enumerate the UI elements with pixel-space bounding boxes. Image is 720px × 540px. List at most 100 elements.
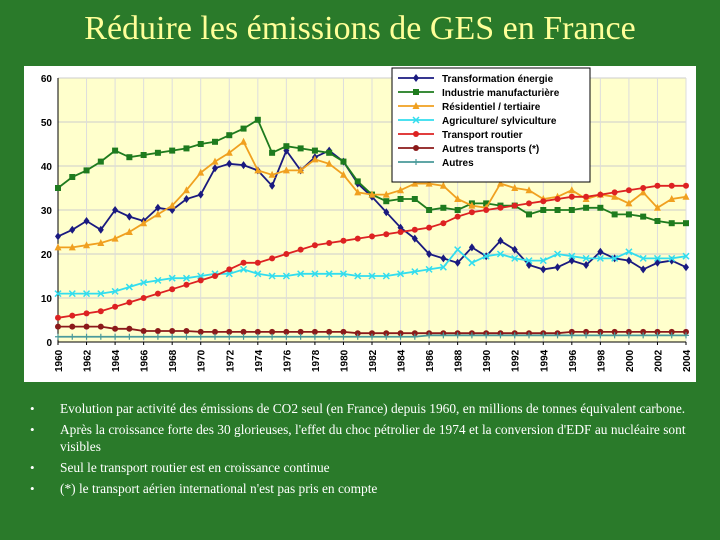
legend-label: Industrie manufacturière [442, 88, 560, 99]
data-point [611, 189, 618, 196]
data-point [411, 330, 418, 337]
data-point [625, 256, 632, 265]
data-point [254, 270, 262, 278]
bullet-item: • Seul le transport routier est en croiss… [28, 459, 688, 476]
data-point [97, 158, 104, 165]
data-point [212, 273, 218, 279]
data-point [683, 328, 689, 335]
data-point [154, 290, 161, 297]
data-point [297, 328, 304, 335]
data-point [154, 149, 161, 156]
legend-swatch-marker [413, 131, 419, 137]
data-point [97, 290, 105, 298]
x-tick-label: 2000 [625, 349, 636, 372]
bullet-text: Evolution par activité des émissions de … [60, 401, 686, 416]
data-point [654, 332, 661, 339]
data-point [511, 184, 519, 191]
data-point [583, 328, 590, 335]
data-point [354, 235, 361, 242]
data-point [83, 310, 90, 317]
data-point [369, 233, 375, 240]
data-point [468, 209, 475, 216]
legend-label: Autres transports (*) [442, 144, 539, 155]
data-point [597, 332, 604, 339]
data-point [683, 332, 689, 339]
data-point [568, 332, 575, 339]
data-point [540, 265, 547, 274]
data-point [454, 195, 462, 202]
data-point [197, 141, 204, 147]
data-point [283, 143, 290, 150]
data-point [496, 179, 504, 187]
data-point [583, 193, 590, 200]
data-point [283, 251, 290, 257]
data-point [311, 333, 318, 340]
data-point [411, 196, 418, 202]
data-point [97, 225, 104, 234]
x-tick-label: 1994 [539, 349, 550, 372]
data-point [568, 207, 575, 213]
data-point [568, 252, 576, 260]
data-point [254, 259, 261, 266]
data-point [240, 265, 248, 273]
x-tick-label: 1968 [168, 349, 179, 372]
data-point [125, 283, 133, 291]
x-tick-label: 1984 [397, 349, 408, 372]
data-point [426, 224, 433, 231]
data-point [383, 208, 390, 217]
data-point [383, 231, 390, 238]
data-point [426, 207, 433, 213]
data-point [282, 166, 290, 174]
data-point [625, 332, 632, 339]
data-point [297, 246, 304, 253]
data-point [525, 186, 533, 194]
data-point [55, 333, 61, 340]
data-point [154, 210, 162, 218]
data-point [411, 268, 419, 276]
data-point [226, 328, 233, 335]
data-point [425, 179, 433, 187]
data-point [269, 328, 276, 335]
data-point [411, 179, 419, 187]
data-point [653, 254, 661, 262]
data-point [426, 250, 433, 258]
data-point [97, 239, 105, 246]
legend-swatch-marker [413, 145, 419, 151]
data-point [526, 200, 532, 207]
x-tick-label: 1988 [454, 349, 465, 372]
data-point [297, 166, 305, 174]
data-point [496, 250, 504, 258]
data-point [269, 255, 276, 262]
data-point [525, 257, 533, 265]
data-point [354, 188, 362, 196]
data-point [668, 254, 676, 262]
data-point [526, 211, 532, 218]
x-tick-label: 1996 [568, 349, 579, 372]
data-point [497, 236, 504, 245]
data-point [640, 265, 647, 274]
data-point [183, 195, 190, 203]
data-point [497, 204, 504, 211]
data-point [625, 199, 633, 207]
data-point [140, 219, 148, 227]
data-point [597, 247, 604, 256]
x-tick-label: 1960 [54, 349, 65, 372]
legend-label: Transformation énergie [442, 74, 554, 85]
data-point [154, 276, 162, 284]
data-point [283, 328, 290, 335]
data-point [54, 290, 62, 298]
data-point [383, 330, 390, 337]
legend-swatch-marker [412, 102, 420, 109]
data-point [197, 277, 204, 284]
data-point [654, 258, 661, 267]
data-point [69, 312, 76, 319]
data-point [325, 270, 333, 278]
data-point [268, 272, 276, 280]
series-layer [54, 116, 690, 340]
x-tick-label: 1966 [140, 349, 151, 372]
series-4 [55, 182, 689, 321]
data-point [468, 243, 475, 252]
data-point [539, 257, 547, 265]
data-point [454, 246, 462, 254]
data-point [668, 328, 675, 335]
